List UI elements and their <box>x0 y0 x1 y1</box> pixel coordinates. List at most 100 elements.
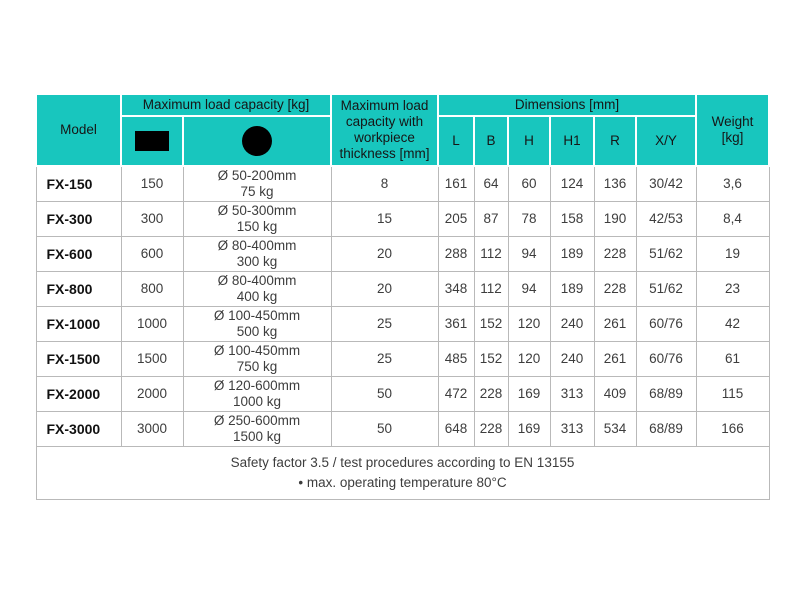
rectangle-solid-icon <box>135 131 169 151</box>
circle-capacity-load: 500 kg <box>236 324 278 339</box>
column-header-L: L <box>437 115 475 167</box>
cell-weight: 42 <box>695 306 770 342</box>
cell-weight: 8,4 <box>695 201 770 237</box>
cell-model: FX-3000 <box>35 411 122 447</box>
cell-weight: 23 <box>695 271 770 307</box>
cell-dim-XY: 68/89 <box>635 376 697 412</box>
cell-circle-capacity: Ø 100-450mm 500 kg <box>182 306 332 342</box>
cell-dim-XY: 51/62 <box>635 271 697 307</box>
cell-dim-L: 361 <box>437 306 475 342</box>
cell-dim-H: 169 <box>507 411 551 447</box>
circle-capacity-load: 750 kg <box>236 359 278 374</box>
cell-dim-R: 261 <box>593 341 637 377</box>
cell-dim-L: 648 <box>437 411 475 447</box>
column-header-dimensions: Dimensions [mm] <box>436 93 698 117</box>
cell-model: FX-300 <box>35 201 122 237</box>
cell-dim-XY: 60/76 <box>635 341 697 377</box>
cell-dim-H: 169 <box>507 376 551 412</box>
column-header-rect-load <box>120 115 184 167</box>
cell-model: FX-1000 <box>35 306 122 342</box>
column-header-weight: Weight [kg] <box>695 93 771 167</box>
cell-circle-capacity: Ø 250-600mm 1500 kg <box>182 411 332 447</box>
cell-workpiece-capacity: 8 <box>330 165 439 202</box>
circle-capacity-load: 1500 kg <box>232 429 282 444</box>
cell-dim-B: 228 <box>473 376 509 412</box>
table-row: FX-1500 1500 Ø 100-450mm 750 kg 25 485 152 120 2… <box>35 341 770 377</box>
cell-model: FX-150 <box>35 165 122 202</box>
cell-dim-R: 409 <box>593 376 637 412</box>
circle-capacity-diameter: Ø 80-400mm <box>217 273 297 288</box>
cell-dim-R: 228 <box>593 271 637 307</box>
cell-dim-B: 228 <box>473 411 509 447</box>
table-footer-row: Safety factor 3.5 / test procedures acco… <box>35 446 770 500</box>
cell-rect-capacity: 800 <box>120 271 184 307</box>
cell-rect-capacity: 3000 <box>120 411 184 447</box>
cell-weight: 19 <box>695 236 770 272</box>
table-row: FX-3000 3000 Ø 250-600mm 1500 kg 50 648 228 169… <box>35 411 770 447</box>
cell-dim-B: 112 <box>473 236 509 272</box>
cell-dim-R: 261 <box>593 306 637 342</box>
circle-capacity-load: 400 kg <box>236 289 278 304</box>
table-row: FX-600 600 Ø 80-400mm 300 kg 20 288 112 94 189 22… <box>35 236 770 272</box>
cell-dim-H1: 313 <box>549 411 595 447</box>
cell-dim-XY: 42/53 <box>635 201 697 237</box>
circle-solid-icon <box>242 126 272 156</box>
cell-dim-H1: 189 <box>549 271 595 307</box>
cell-rect-capacity: 150 <box>120 165 184 202</box>
cell-circle-capacity: Ø 50-300mm 150 kg <box>182 201 332 237</box>
product-spec-table: Model Maximum load capacity [kg] Maximum… <box>35 93 771 500</box>
cell-dim-B: 87 <box>473 201 509 237</box>
cell-dim-R: 136 <box>593 165 637 202</box>
cell-dim-H1: 313 <box>549 376 595 412</box>
cell-workpiece-capacity: 50 <box>330 376 439 412</box>
cell-workpiece-capacity: 25 <box>330 341 439 377</box>
cell-dim-H1: 240 <box>549 341 595 377</box>
circle-capacity-diameter: Ø 100-450mm <box>213 343 301 358</box>
cell-circle-capacity: Ø 120-600mm 1000 kg <box>182 376 332 412</box>
header-group-row: Model Maximum load capacity [kg] Maximum… <box>35 93 771 167</box>
operating-temperature-note: • max. operating temperature 80°C <box>298 475 507 490</box>
cell-dim-B: 152 <box>473 306 509 342</box>
cell-workpiece-capacity: 15 <box>330 201 439 237</box>
circle-capacity-load: 1000 kg <box>232 394 282 409</box>
cell-dim-H1: 124 <box>549 165 595 202</box>
cell-weight: 61 <box>695 341 770 377</box>
cell-dim-R: 228 <box>593 236 637 272</box>
cell-workpiece-capacity: 25 <box>330 306 439 342</box>
table-row: FX-300 300 Ø 50-300mm 150 kg 15 205 87 78 158 190… <box>35 201 770 237</box>
cell-circle-capacity: Ø 100-450mm 750 kg <box>182 341 332 377</box>
table-row: FX-800 800 Ø 80-400mm 400 kg 20 348 112 94 189 22… <box>35 271 770 307</box>
cell-rect-capacity: 300 <box>120 201 184 237</box>
cell-dim-H: 94 <box>507 271 551 307</box>
table-row: FX-150 150 Ø 50-200mm 75 kg 8 161 64 60 124 136 30… <box>35 165 770 202</box>
circle-capacity-diameter: Ø 120-600mm <box>213 378 301 393</box>
cell-dim-R: 190 <box>593 201 637 237</box>
footer-notes-cell: Safety factor 3.5 / test procedures acco… <box>35 446 770 500</box>
cell-dim-H1: 189 <box>549 236 595 272</box>
cell-rect-capacity: 2000 <box>120 376 184 412</box>
cell-dim-XY: 51/62 <box>635 236 697 272</box>
cell-weight: 166 <box>695 411 770 447</box>
column-header-R: R <box>593 115 637 167</box>
column-header-B: B <box>473 115 509 167</box>
column-header-model: Model <box>35 93 122 167</box>
column-header-circle-load <box>182 115 332 167</box>
circle-capacity-diameter: Ø 80-400mm <box>217 238 297 253</box>
circle-capacity-diameter: Ø 50-300mm <box>217 203 297 218</box>
cell-dim-L: 348 <box>437 271 475 307</box>
cell-workpiece-capacity: 20 <box>330 271 439 307</box>
cell-workpiece-capacity: 50 <box>330 411 439 447</box>
cell-dim-L: 288 <box>437 236 475 272</box>
cell-workpiece-capacity: 20 <box>330 236 439 272</box>
cell-rect-capacity: 1500 <box>120 341 184 377</box>
column-header-max-load: Maximum load capacity [kg] <box>120 93 332 117</box>
cell-dim-L: 205 <box>437 201 475 237</box>
circle-capacity-load: 75 kg <box>240 184 274 199</box>
header-sub-row: L B H H1 R X/Y <box>36 115 769 167</box>
cell-dim-H: 94 <box>507 236 551 272</box>
cell-dim-H: 120 <box>507 341 551 377</box>
column-header-XY: X/Y <box>634 115 698 167</box>
table-header: Model Maximum load capacity [kg] Maximum… <box>35 93 771 167</box>
cell-model: FX-2000 <box>35 376 122 412</box>
cell-weight: 3,6 <box>695 165 770 202</box>
